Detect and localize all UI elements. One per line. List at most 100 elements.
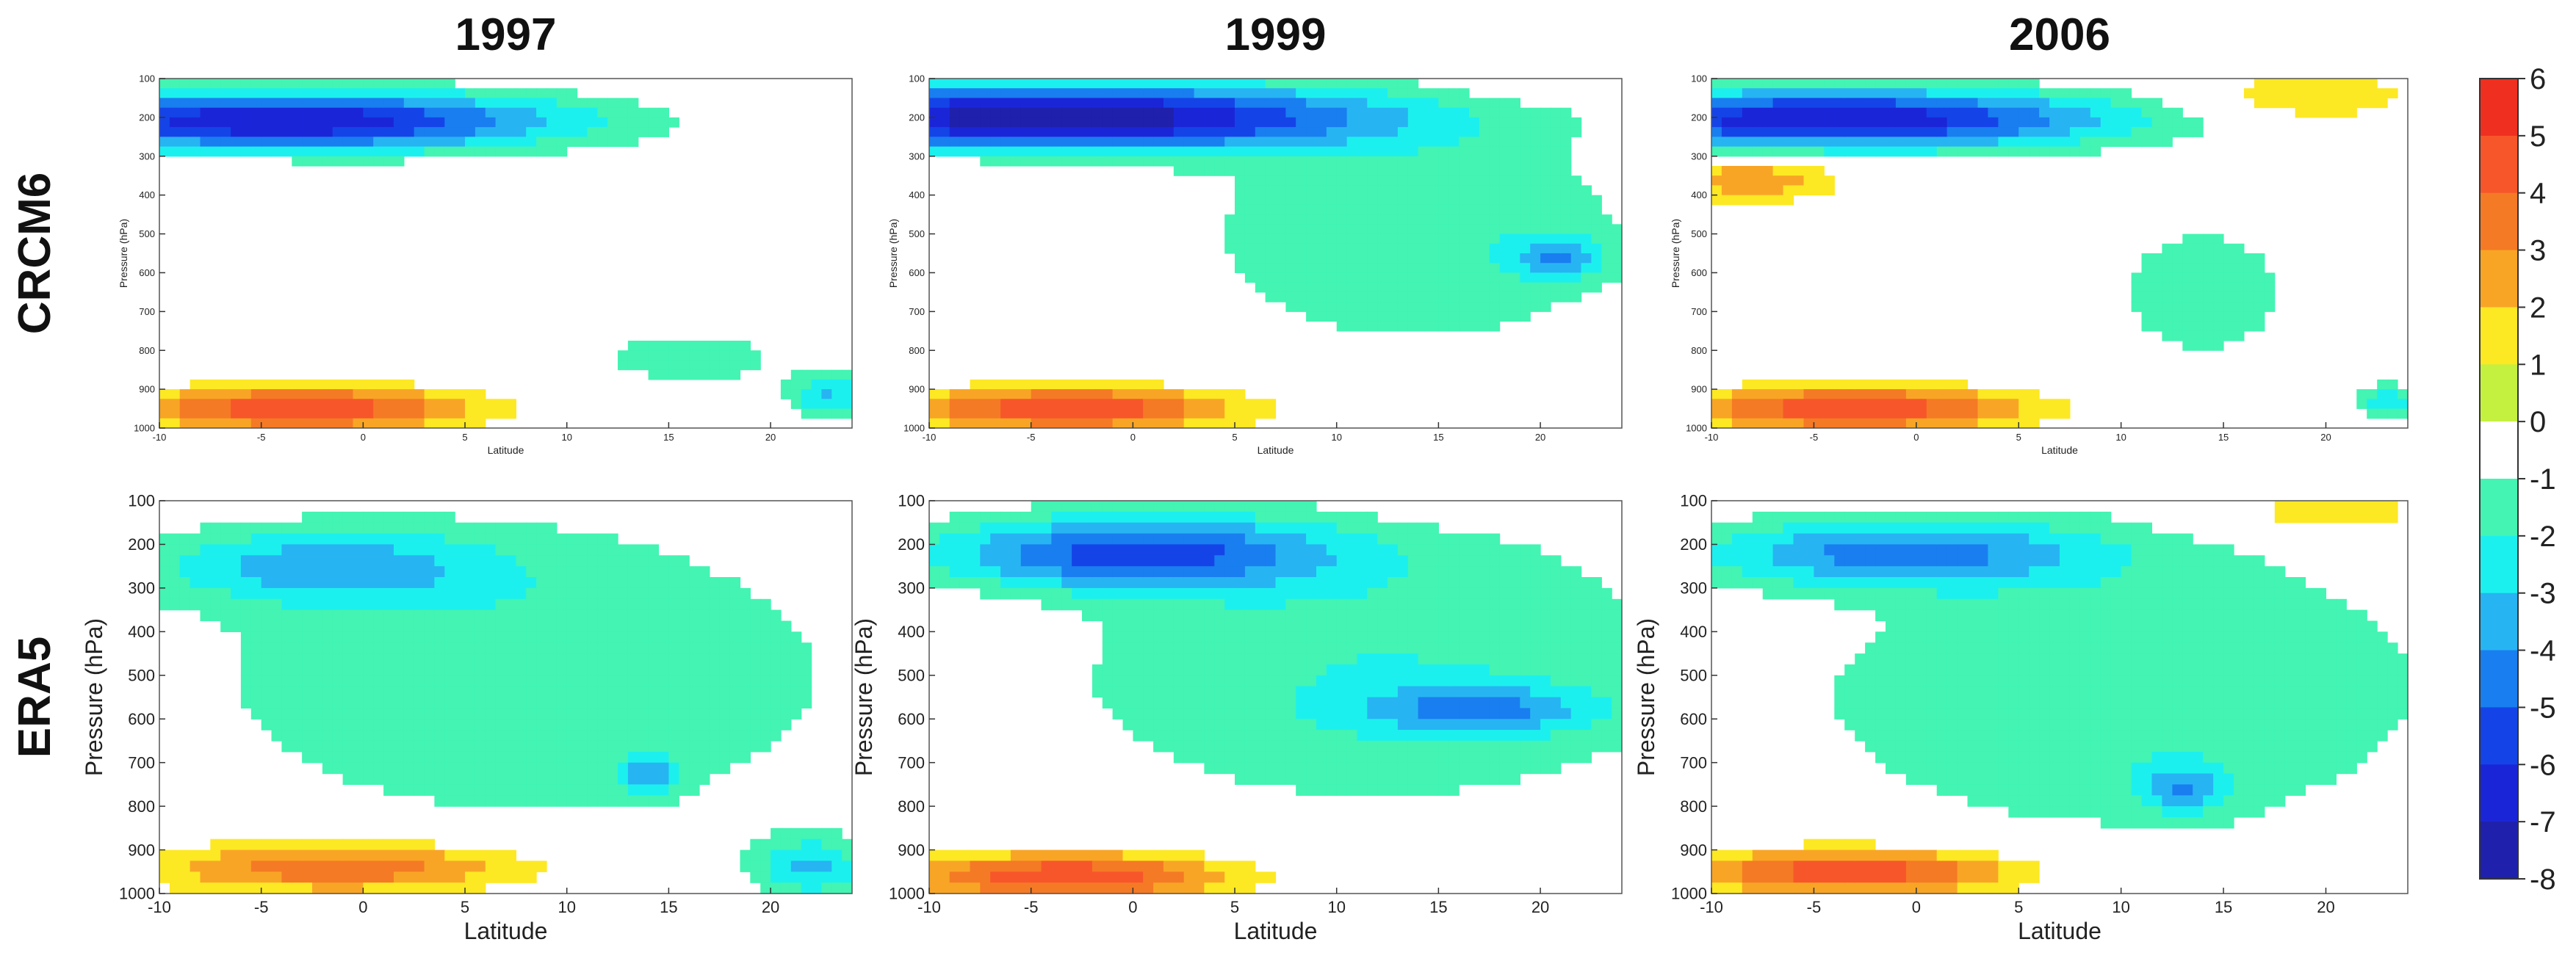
contour-cell: [383, 872, 394, 883]
contour-cell: [831, 389, 843, 399]
contour-cell: [505, 762, 516, 775]
contour-cell: [1357, 88, 1368, 98]
contour-cell: [2141, 137, 2152, 148]
contour-cell: [821, 838, 832, 851]
contour-cell: [322, 740, 333, 753]
contour-cell: [970, 860, 981, 872]
contour-cell: [618, 127, 629, 137]
contour-cell: [536, 620, 547, 632]
contour-cell: [939, 79, 950, 89]
contour-cell: [1388, 311, 1399, 322]
contour-cell: [485, 408, 497, 419]
contour-cell: [414, 566, 425, 578]
contour-cell: [312, 838, 323, 851]
contour-cell: [1326, 185, 1338, 196]
contour-cell: [831, 369, 843, 380]
contour-cell: [2223, 282, 2234, 293]
contour-cell: [607, 533, 618, 546]
contour-cell: [1367, 224, 1378, 235]
contour-cell: [801, 408, 812, 419]
contour-cell: [485, 127, 497, 137]
contour-cell: [1143, 566, 1154, 578]
contour-cell: [1783, 418, 1794, 429]
contour-cell: [1459, 243, 1470, 254]
contour-cell: [1275, 185, 1286, 196]
contour-cell: [536, 860, 547, 872]
contour-cell: [475, 719, 486, 731]
contour-cell: [1173, 609, 1185, 622]
contour-cell: [1752, 418, 1764, 429]
contour-cell: [1235, 408, 1246, 419]
contour-cell: [2018, 79, 2030, 89]
contour-cell: [1752, 185, 1764, 196]
contour-cell: [1102, 587, 1114, 600]
contour-cell: [220, 418, 231, 429]
contour-cell: [383, 642, 394, 654]
contour-cell: [2234, 330, 2245, 341]
contour-cell: [394, 137, 405, 148]
contour-cell: [271, 708, 282, 720]
contour-cell: [990, 860, 1001, 872]
contour-cell: [475, 389, 486, 399]
contour-cell: [465, 522, 476, 535]
contour-cell: [1489, 263, 1501, 273]
contour-cell: [394, 389, 405, 399]
contour-cell: [1357, 224, 1368, 235]
y-tick-label: 700: [909, 306, 925, 317]
contour-cell: [719, 653, 731, 665]
contour-cell: [1102, 127, 1114, 137]
contour-cell: [719, 360, 731, 371]
contour-cell: [577, 719, 588, 731]
contour-cell: [2284, 79, 2296, 89]
contour-cell: [1133, 598, 1144, 611]
contour-cell: [1194, 609, 1205, 622]
contour-cell: [1102, 399, 1114, 410]
contour-cell: [1834, 117, 1845, 128]
contour-cell: [444, 127, 455, 137]
contour-cell: [373, 883, 384, 894]
contour-cell: [414, 98, 425, 109]
contour-cell: [1509, 224, 1520, 235]
contour-cell: [658, 740, 669, 753]
contour-cell: [1204, 98, 1215, 109]
contour-cell: [444, 609, 455, 622]
contour-cell: [495, 784, 507, 796]
contour-cell: [1834, 137, 1845, 148]
contour-cell: [699, 620, 710, 632]
contour-cell: [261, 408, 273, 419]
contour-cell: [179, 860, 191, 872]
contour-cell: [1112, 88, 1124, 98]
contour-cell: [1214, 577, 1225, 589]
contour-cell: [394, 751, 405, 764]
contour-cell: [1020, 79, 1032, 89]
contour-cell: [292, 708, 303, 720]
contour-cell: [312, 642, 323, 654]
contour-cell: [1122, 849, 1133, 862]
contour-cell: [1000, 127, 1011, 137]
contour-cell: [1133, 872, 1144, 883]
contour-cell: [1122, 653, 1133, 665]
contour-cell: [271, 883, 282, 894]
contour-cell: [1112, 544, 1124, 556]
contour-cell: [1520, 107, 1531, 118]
contour-cell: [383, 838, 394, 851]
contour-cell: [1530, 253, 1541, 264]
contour-cell: [434, 883, 445, 894]
contour-cell: [1316, 243, 1327, 254]
contour-cell: [2151, 272, 2162, 283]
contour-cell: [1051, 872, 1062, 883]
contour-cell: [475, 566, 486, 578]
contour-cell: [240, 577, 252, 589]
contour-cell: [566, 773, 578, 785]
contour-cell: [1357, 117, 1368, 128]
contour-cell: [1082, 117, 1093, 128]
contour-cell: [2193, 117, 2204, 128]
contour-cell: [1438, 146, 1449, 157]
contour-cell: [648, 631, 660, 643]
contour-cell: [638, 697, 649, 709]
contour-cell: [1153, 137, 1164, 148]
contour-cell: [1550, 214, 1562, 225]
contour-cell: [1092, 555, 1103, 567]
contour-cell: [1244, 773, 1256, 785]
contour-cell: [689, 642, 700, 654]
